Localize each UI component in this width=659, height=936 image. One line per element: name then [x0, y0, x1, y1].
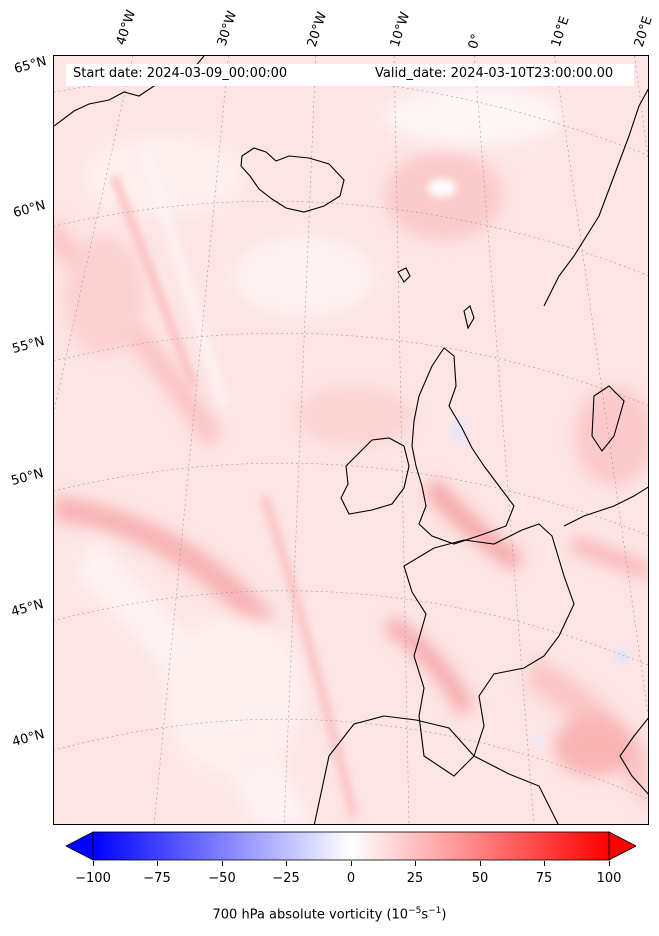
colorbar-tickmark	[157, 861, 158, 866]
colorbar-tick-label: −100	[75, 871, 111, 886]
denmark-coast	[591, 385, 625, 452]
vorticity-features	[110, 144, 628, 818]
lon-label: 20°W	[304, 10, 331, 49]
colorbar-label: 700 hPa absolute vorticity (10−5s−1)	[0, 906, 659, 922]
italy-corsica	[619, 717, 648, 795]
valid-date: Valid_date: 2024-03-10T23:00:00.00	[375, 66, 614, 81]
colorbar-tickmark	[93, 861, 94, 866]
colorbar-tick-label: 75	[535, 871, 553, 886]
scandinavia-coast	[543, 88, 648, 307]
france-coast	[403, 523, 575, 777]
lon-label: 0°	[465, 32, 485, 51]
colorbar-label-exponent: −5	[408, 906, 422, 916]
start-date: Start date: 2024-03-09_00:00:00	[73, 66, 288, 81]
great-britain-coast	[411, 347, 515, 545]
colorbar-label-close: )	[441, 907, 447, 923]
lat-label: 65°N	[12, 54, 49, 77]
colorbar-tick-label: 25	[406, 871, 424, 886]
colorbar-extend-min	[66, 831, 94, 861]
colorbar-extend-max	[608, 831, 636, 861]
shetland-island	[463, 305, 475, 330]
iberia-coast	[313, 715, 559, 824]
lat-label: 60°N	[11, 198, 48, 221]
colorbar-tickmark	[286, 861, 287, 866]
colorbar-tick-label: −25	[272, 871, 300, 886]
lon-label: 10°E	[548, 14, 573, 50]
ireland-coast	[340, 437, 410, 515]
colorbar-tickmark	[415, 861, 416, 866]
faroe-island	[397, 267, 411, 283]
vorticity-field	[54, 86, 648, 824]
colorbar-label-text: 700 hPa absolute vorticity (10	[212, 907, 409, 923]
colorbar-tickmark	[351, 861, 352, 866]
lat-label: 50°N	[9, 466, 46, 489]
lat-label: 40°N	[10, 727, 47, 750]
colorbar-tickmark	[222, 861, 223, 866]
colorbar-tickmark	[480, 861, 481, 866]
colorbar-tick-label: 50	[471, 871, 489, 886]
lon-label: 20°E	[631, 14, 656, 50]
colorbar-tick-label: 100	[596, 871, 622, 886]
iceland-coast	[240, 147, 345, 213]
map-canvas	[54, 56, 648, 824]
vorticity-map	[53, 55, 649, 825]
colorbar-label-exponent: −1	[428, 906, 442, 916]
colorbar-tick-label: −75	[143, 871, 171, 886]
header-band	[66, 64, 634, 86]
colorbar-label-unit: s	[421, 907, 429, 923]
lon-label: 10°W	[387, 10, 414, 49]
colorbar-tick-label: 0	[346, 871, 356, 886]
europe-north-coast	[563, 486, 648, 527]
colorbar-tickmark	[609, 861, 610, 866]
lat-label: 45°N	[9, 597, 46, 620]
colorbar-gradient	[92, 831, 610, 861]
colorbar-tick-label: −50	[208, 871, 236, 886]
colorbar	[66, 831, 636, 861]
lat-label: 55°N	[10, 334, 47, 357]
lon-label: 40°W	[113, 8, 140, 47]
colorbar-tickmark	[544, 861, 545, 866]
lon-label: 30°W	[214, 9, 241, 48]
